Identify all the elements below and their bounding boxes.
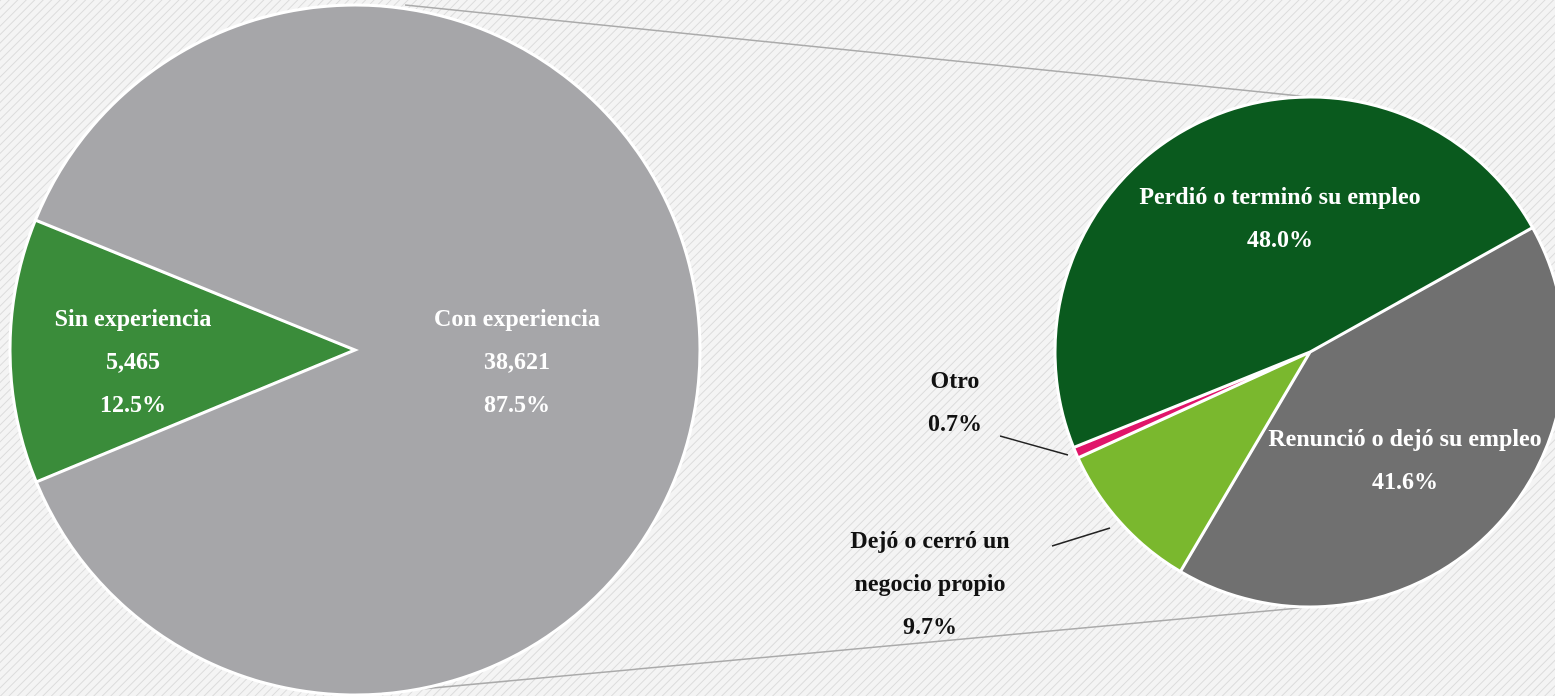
slice-label: Otro 0.7% (895, 360, 1015, 446)
slice-label: Sin experiencia 5,465 12.5% (3, 298, 263, 427)
slice-label: Renunció o dejó su empleo 41.6% (1255, 418, 1555, 504)
pie-slice (1076, 348, 1314, 574)
pie-slice (8, 218, 359, 484)
leader-line (999, 435, 1069, 456)
label-line: 0.7% (928, 411, 982, 437)
label-line: 5,465 (106, 349, 160, 375)
slices (8, 3, 1555, 696)
slice-label: Perdió o terminó su empleo 48.0% (1125, 176, 1435, 262)
slice-label: Con experiencia 38,621 87.5% (377, 298, 657, 427)
connector-line (399, 606, 1311, 692)
label-line: 9.7% (903, 614, 957, 640)
label-line: Con experiencia (434, 306, 600, 332)
label-line: 38,621 (484, 349, 550, 375)
label-line: Renunció o dejó su empleo (1268, 426, 1542, 452)
pie-slice (1178, 225, 1555, 609)
label-line: Sin experiencia (54, 306, 212, 332)
label-line: 12.5% (100, 392, 166, 418)
connector-line (404, 4, 1311, 98)
label-line: 87.5% (484, 392, 550, 418)
label-line: Otro (930, 368, 980, 394)
label-line: Perdió o terminó su empleo (1139, 184, 1421, 210)
slice-label: Dejó o cerró un negocio propio 9.7% (810, 520, 1050, 649)
label-line: 41.6% (1372, 469, 1438, 495)
pie-slice (1053, 95, 1535, 450)
label-line: Dejó o cerró un negocio propio (850, 528, 1010, 597)
pie-slice (33, 3, 702, 696)
leader-line (1051, 527, 1111, 547)
label-line: 48.0% (1247, 227, 1313, 253)
